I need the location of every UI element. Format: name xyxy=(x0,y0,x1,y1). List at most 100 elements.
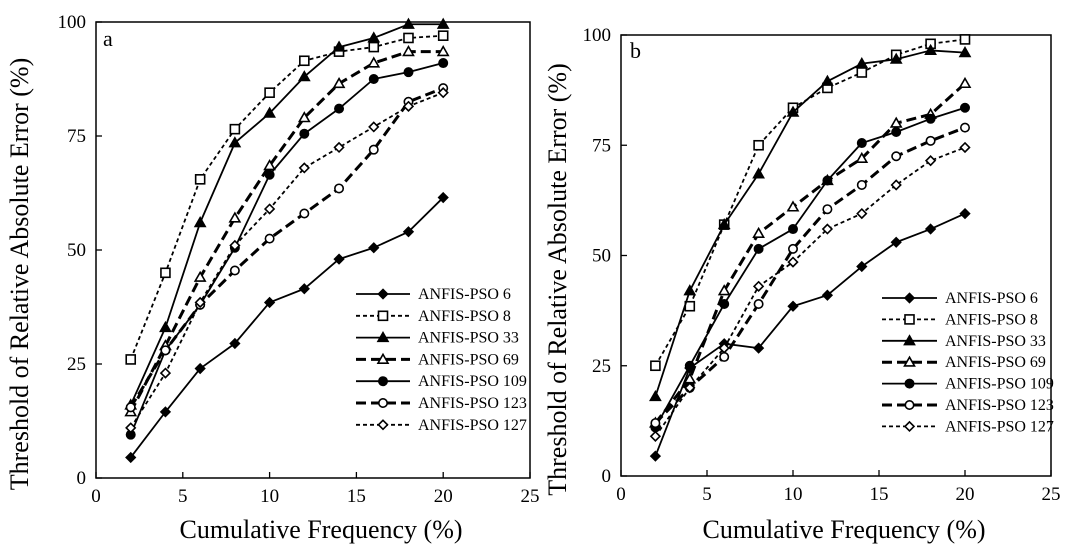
data-point xyxy=(649,390,662,402)
legend-label: ANFIS-PSO 33 xyxy=(418,330,519,347)
data-point xyxy=(436,45,450,57)
data-point xyxy=(228,136,242,148)
series-line xyxy=(654,212,966,457)
series-line xyxy=(129,86,444,409)
legend-marker xyxy=(376,352,390,364)
chart-panel-a: 0 5 10 15 20 25 0 25 50 75 100 Cumulative Frequency… xyxy=(5,12,540,544)
legend-item: ANFIS-PSO 8 xyxy=(882,311,1038,328)
data-point xyxy=(959,34,971,45)
y-tick-label: 0 xyxy=(77,468,87,489)
legend-item: ANFIS-PSO 6 xyxy=(356,286,511,303)
chart-panel-b: 0 5 10 15 20 25 0 25 50 75 100 Cumulative Frequency… xyxy=(543,25,1061,544)
data-point xyxy=(229,337,241,350)
legend-label: ANFIS-PSO 123 xyxy=(945,397,1054,414)
data-point xyxy=(787,224,798,235)
data-point xyxy=(264,87,275,98)
data-point xyxy=(683,284,697,296)
data-point xyxy=(753,299,764,310)
series-line xyxy=(654,126,966,425)
data-point xyxy=(787,256,799,268)
data-point xyxy=(437,191,449,204)
x-tick-label: 15 xyxy=(870,484,889,505)
data-point xyxy=(822,175,833,186)
data-point xyxy=(958,76,972,89)
data-point xyxy=(719,299,730,310)
data-point xyxy=(194,296,206,309)
data-point xyxy=(889,52,903,64)
panel-letter: a xyxy=(103,26,113,51)
data-point xyxy=(958,46,972,58)
x-tick-label: 5 xyxy=(702,484,712,505)
data-point xyxy=(959,207,971,220)
x-tick-label: 5 xyxy=(178,486,188,507)
data-point xyxy=(752,226,765,238)
series-line xyxy=(654,38,966,367)
data-point xyxy=(649,450,662,462)
data-point xyxy=(786,105,800,117)
data-point xyxy=(856,67,868,78)
data-point xyxy=(367,31,381,43)
data-point xyxy=(717,218,731,230)
data-point xyxy=(753,243,764,254)
data-point xyxy=(402,226,415,238)
data-point xyxy=(229,265,240,276)
data-point xyxy=(194,362,206,375)
data-point xyxy=(891,151,902,162)
x-tick-label: 0 xyxy=(91,486,101,507)
data-point xyxy=(821,289,834,301)
legend-marker xyxy=(903,334,916,346)
y-tick-label: 50 xyxy=(67,240,86,261)
data-point xyxy=(368,74,379,85)
data-point xyxy=(334,183,345,194)
series-3 xyxy=(124,17,450,410)
data-point xyxy=(752,167,765,179)
legend-label: ANFIS-PSO 69 xyxy=(418,351,519,368)
data-point xyxy=(855,151,869,164)
legend-label: ANFIS-PSO 8 xyxy=(418,308,511,325)
data-point xyxy=(299,55,310,67)
x-tick-label: 10 xyxy=(260,486,279,507)
data-point xyxy=(193,270,207,282)
panel-letter: b xyxy=(630,38,641,63)
legend-item: ANFIS-PSO 127 xyxy=(356,417,527,434)
data-point xyxy=(959,141,971,154)
data-point xyxy=(264,169,275,180)
data-point xyxy=(787,300,799,312)
data-point xyxy=(821,74,834,86)
legend: ANFIS-PSO 6 ANFIS-PSO 8 ANFIS-PSO 33 ANFIS-… xyxy=(882,290,1054,435)
data-point xyxy=(299,128,310,139)
series-line xyxy=(654,106,966,428)
series-6 xyxy=(650,122,970,429)
data-point xyxy=(368,242,380,254)
data-point xyxy=(752,280,765,293)
legend-item: ANFIS-PSO 33 xyxy=(356,330,519,347)
y-tick-label: 0 xyxy=(602,466,612,487)
data-point xyxy=(924,43,937,55)
legend-marker xyxy=(377,310,389,322)
data-point xyxy=(821,223,834,235)
data-point xyxy=(649,430,662,442)
data-point xyxy=(890,236,902,248)
data-point xyxy=(889,116,903,128)
legend-marker xyxy=(904,399,915,410)
y-tick-label: 75 xyxy=(67,126,86,147)
data-point xyxy=(925,113,936,124)
data-point xyxy=(194,174,206,185)
series-5 xyxy=(650,102,970,433)
data-point xyxy=(298,283,310,295)
data-point xyxy=(787,243,798,254)
legend-label: ANFIS-PSO 33 xyxy=(945,333,1046,350)
data-point xyxy=(160,345,171,356)
data-point xyxy=(924,223,937,235)
data-point xyxy=(856,207,868,220)
data-point xyxy=(125,402,136,413)
data-point xyxy=(856,179,867,190)
data-point xyxy=(402,45,415,57)
data-point xyxy=(436,17,450,29)
data-point xyxy=(959,122,970,133)
data-point xyxy=(263,296,276,309)
y-tick-label: 100 xyxy=(58,12,87,33)
data-point xyxy=(125,451,137,464)
data-point xyxy=(402,17,415,29)
